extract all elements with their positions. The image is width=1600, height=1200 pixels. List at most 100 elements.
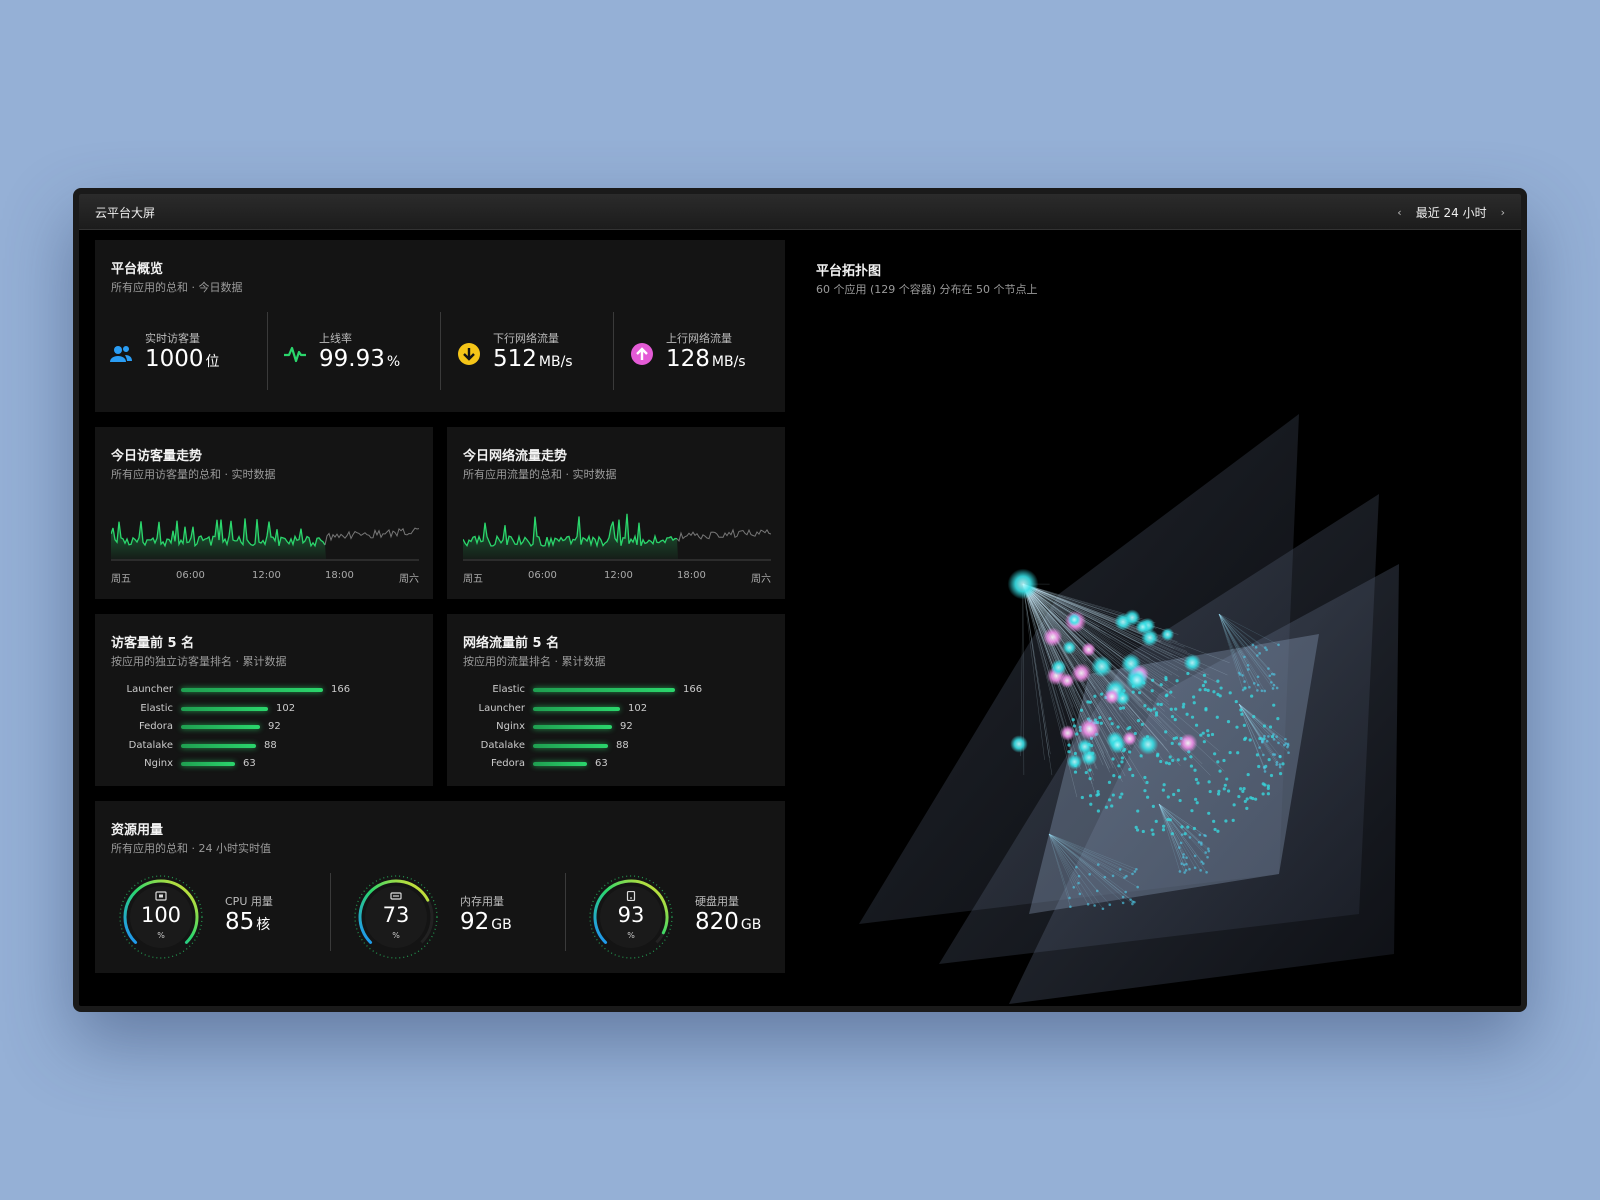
topology-link xyxy=(1238,703,1281,757)
topology-graph[interactable] xyxy=(799,314,1519,1004)
topology-container-node xyxy=(1164,730,1168,734)
topology-container-node xyxy=(1199,841,1203,845)
topology-container-node xyxy=(1170,714,1175,719)
topology-container-node xyxy=(1272,673,1276,676)
topology-link xyxy=(1022,583,1164,672)
topology-container-node xyxy=(1272,683,1276,687)
topology-container-node xyxy=(1216,692,1220,696)
rank-name: Fedora xyxy=(138,721,173,732)
topology-container-node xyxy=(1216,679,1220,683)
topology-container-node xyxy=(1246,668,1250,671)
topology-container-node xyxy=(1110,804,1114,808)
topology-container-node xyxy=(1178,798,1182,803)
topology-container-node xyxy=(1202,673,1207,677)
topology-link xyxy=(1048,833,1133,874)
upload-icon xyxy=(631,343,653,365)
topology-link xyxy=(1048,833,1124,898)
topology-container-node xyxy=(1219,686,1223,690)
topology-link xyxy=(1238,703,1277,737)
topology-link xyxy=(1218,613,1258,656)
topology-container-node xyxy=(1275,763,1278,766)
download-icon xyxy=(458,343,480,365)
topology-container-node xyxy=(1096,792,1101,796)
topology-container-node xyxy=(1284,737,1287,741)
rank-bar xyxy=(533,762,587,766)
resource-label: CPU 用量 xyxy=(225,895,273,908)
topology-link xyxy=(1238,703,1268,742)
topology-container-node xyxy=(1185,856,1188,860)
overview-subtitle: 所有应用的总和 · 今日数据 xyxy=(111,281,243,294)
topology-link xyxy=(1048,833,1137,870)
rank-value: 102 xyxy=(276,702,296,714)
topology-container-node xyxy=(1118,795,1122,799)
topology-container-node xyxy=(1218,769,1222,773)
topology-link xyxy=(1218,613,1245,657)
topology-link xyxy=(1022,583,1190,656)
resources-subtitle: 所有应用的总和 · 24 小时实时值 xyxy=(111,842,271,855)
topology-container-node xyxy=(1183,757,1187,761)
chevron-left-icon[interactable]: ‹ xyxy=(1397,206,1402,219)
topology-link xyxy=(1238,703,1289,745)
overview-title: 平台概览 xyxy=(111,262,164,277)
chevron-right-icon[interactable]: › xyxy=(1500,206,1505,219)
topology-container-node xyxy=(1156,752,1160,756)
topology-link xyxy=(1218,613,1266,648)
topology-container-node xyxy=(1179,841,1183,845)
topology-link xyxy=(1238,703,1289,753)
rank-row: Fedora 63 xyxy=(463,758,763,770)
topology-link xyxy=(1048,833,1110,905)
topology-link xyxy=(1022,583,1057,678)
topology-container-node xyxy=(1088,777,1092,781)
topology-container-node xyxy=(1193,768,1197,772)
topology-link xyxy=(1022,583,1105,698)
topology-container-node xyxy=(1159,759,1163,764)
topology-app-node xyxy=(1160,627,1175,642)
topology-container-node xyxy=(1265,648,1268,652)
topology-container-node xyxy=(1248,738,1252,742)
x-axis-label: 周五 xyxy=(111,574,131,585)
topology-app-node xyxy=(1080,749,1098,766)
topology-container-node xyxy=(1146,707,1150,711)
time-range-selector: ‹ 最近 24 小时 › xyxy=(1397,204,1505,221)
users-icon xyxy=(110,346,132,362)
topology-container-node xyxy=(1207,847,1210,850)
topology-link xyxy=(1048,833,1080,877)
topology-container-node xyxy=(1272,703,1276,707)
topology-link xyxy=(1218,613,1249,670)
topology-app-node xyxy=(1078,718,1101,740)
topology-link xyxy=(1022,583,1176,699)
topology-container-node xyxy=(1151,832,1155,836)
topology-container-node xyxy=(1202,740,1206,744)
topology-link xyxy=(1022,583,1103,676)
topology-container-node xyxy=(1200,860,1203,864)
topology-container-node xyxy=(1263,766,1266,770)
topology-container-node xyxy=(1112,774,1116,778)
topology-link xyxy=(1022,583,1060,677)
topology-container-node xyxy=(1075,732,1079,736)
trend-area xyxy=(463,513,678,559)
cpu-icon xyxy=(155,891,167,901)
topology-container-node xyxy=(1248,685,1251,689)
topology-container-node xyxy=(1182,863,1186,867)
topology-container-node xyxy=(1256,689,1259,692)
topology-container-node xyxy=(1123,876,1126,879)
topology-link xyxy=(1048,833,1131,900)
rank-bar xyxy=(181,688,323,692)
topology-container-node xyxy=(1286,742,1290,746)
stat-value: 99.93% xyxy=(319,346,401,372)
topology-link xyxy=(1022,583,1074,716)
topology-container-node xyxy=(1239,787,1243,791)
topology-link xyxy=(1238,703,1286,740)
time-range-label: 最近 24 小时 xyxy=(1415,206,1487,220)
topology-link xyxy=(1022,583,1199,664)
topology-container-node xyxy=(1151,678,1155,682)
rank-row: Launcher 166 xyxy=(111,684,411,696)
topology-link xyxy=(1218,613,1278,689)
topology-container-node xyxy=(1084,770,1088,775)
rank-row: Launcher 102 xyxy=(463,703,763,715)
topology-link xyxy=(1158,803,1184,855)
topology-container-node xyxy=(1215,715,1219,719)
resource-cpu: 100 % CPU 用量 85 核 xyxy=(117,873,317,963)
topology-container-node xyxy=(1241,688,1245,692)
topology-container-node xyxy=(1067,743,1071,747)
